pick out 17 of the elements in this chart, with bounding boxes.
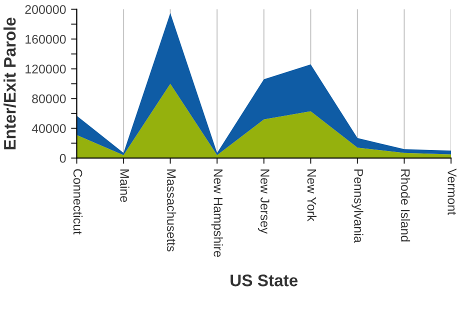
x-tick-label: Pennsylvania [352,170,364,243]
x-tick-label: New York [307,170,317,222]
x-tick-label: Maine [120,170,130,202]
x-tick-label: Connecticut [73,169,83,234]
x-tick-label: Vermont [448,168,456,215]
y-tick-label: 80000 [32,94,66,104]
x-tick-label: New Jersey [258,170,270,234]
x-tick-label: New Hampshire [211,170,223,257]
y-tick-label: 40000 [32,124,66,133]
x-tick-label: Rhode Island [400,170,410,242]
x-tick-label: Massachusetts [166,170,176,252]
y-tick-label: 200000 [25,5,66,14]
y-tick-label: 0 [60,154,66,163]
x-axis-title: US State [230,274,298,286]
y-tick-label: 160000 [26,34,66,44]
y-tick-label: 120000 [26,64,66,74]
y-axis-title: Enter/Exit Parole [4,18,16,150]
